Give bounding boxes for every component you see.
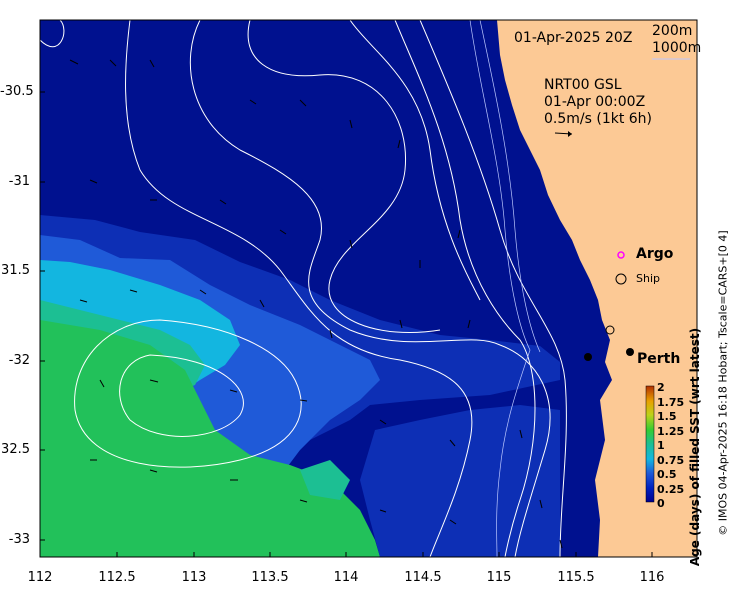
- x-tick-label: 115: [486, 570, 512, 585]
- argo-marker-icon: [617, 251, 625, 259]
- y-tick-label: 32.5: [1, 442, 30, 457]
- isobaths: [469, 20, 541, 557]
- ocean-south-mid: [360, 405, 560, 557]
- credit-text: © IMOS 04-Apr-2025 16:18 Hobart; Tscale=…: [716, 230, 730, 536]
- map-frame: [39, 19, 698, 558]
- colorbar-tick: 1: [657, 439, 665, 452]
- current-vectors: [69, 59, 563, 549]
- colorbar-label: Age (days) of filled SST (wrt latest): [688, 327, 702, 567]
- colorbar-tick: 0.25: [657, 483, 685, 496]
- ship-track-marker-icon: [605, 325, 615, 335]
- argo-label: Argo: [636, 246, 674, 262]
- colorbar-tick: 0.75: [657, 454, 685, 467]
- y-tick-label: -31: [8, 174, 30, 189]
- current-source: NRT00 GSL: [544, 77, 622, 93]
- colorbar-tick: 1.75: [657, 396, 685, 409]
- depth-label-deep: 1000m: [652, 40, 702, 56]
- x-tick-label: 115.5: [557, 570, 595, 585]
- colorbar-tick: 2: [657, 381, 665, 394]
- map-datetime: 01-Apr-2025 20Z: [514, 30, 633, 46]
- ocean-green-region: [40, 320, 380, 557]
- x-tick-label: 113.5: [251, 570, 289, 585]
- ocean-teal-patch: [300, 460, 350, 500]
- colorbar-tick: 0: [657, 497, 665, 510]
- x-tick-label: 113: [181, 570, 207, 585]
- colorbar-tick: 1.25: [657, 425, 685, 438]
- perth-city-icon: [626, 348, 634, 356]
- rottnest-marker-icon: [584, 353, 592, 361]
- current-time: 01-Apr 00:00Z: [544, 94, 646, 110]
- x-tick-label: 112.5: [98, 570, 136, 585]
- y-tick-label: -30.5: [0, 84, 34, 99]
- axis-ticks: [40, 91, 653, 557]
- ship-marker-icon: [615, 273, 627, 285]
- y-tick-label: -32: [8, 353, 30, 368]
- x-tick-label: 116: [639, 570, 665, 585]
- depth-label-shallow: 200m: [652, 23, 693, 39]
- x-tick-label: 114.5: [404, 570, 442, 585]
- sst-contours: [40, 20, 567, 557]
- ship-label: Ship: [636, 272, 660, 285]
- x-tick-label: 114: [333, 570, 359, 585]
- y-tick-label: 31.5: [1, 263, 30, 278]
- colorbar: [645, 385, 655, 503]
- colorbar-tick: 0.5: [657, 468, 677, 481]
- current-scale: 0.5m/s (1kt 6h): [544, 111, 653, 127]
- x-tick-label: 112: [27, 570, 53, 585]
- current-scale-arrowhead-icon: [568, 131, 572, 137]
- colorbar-tick: 1.5: [657, 410, 677, 423]
- y-tick-label: -33: [8, 532, 30, 547]
- perth-label: Perth: [637, 351, 681, 367]
